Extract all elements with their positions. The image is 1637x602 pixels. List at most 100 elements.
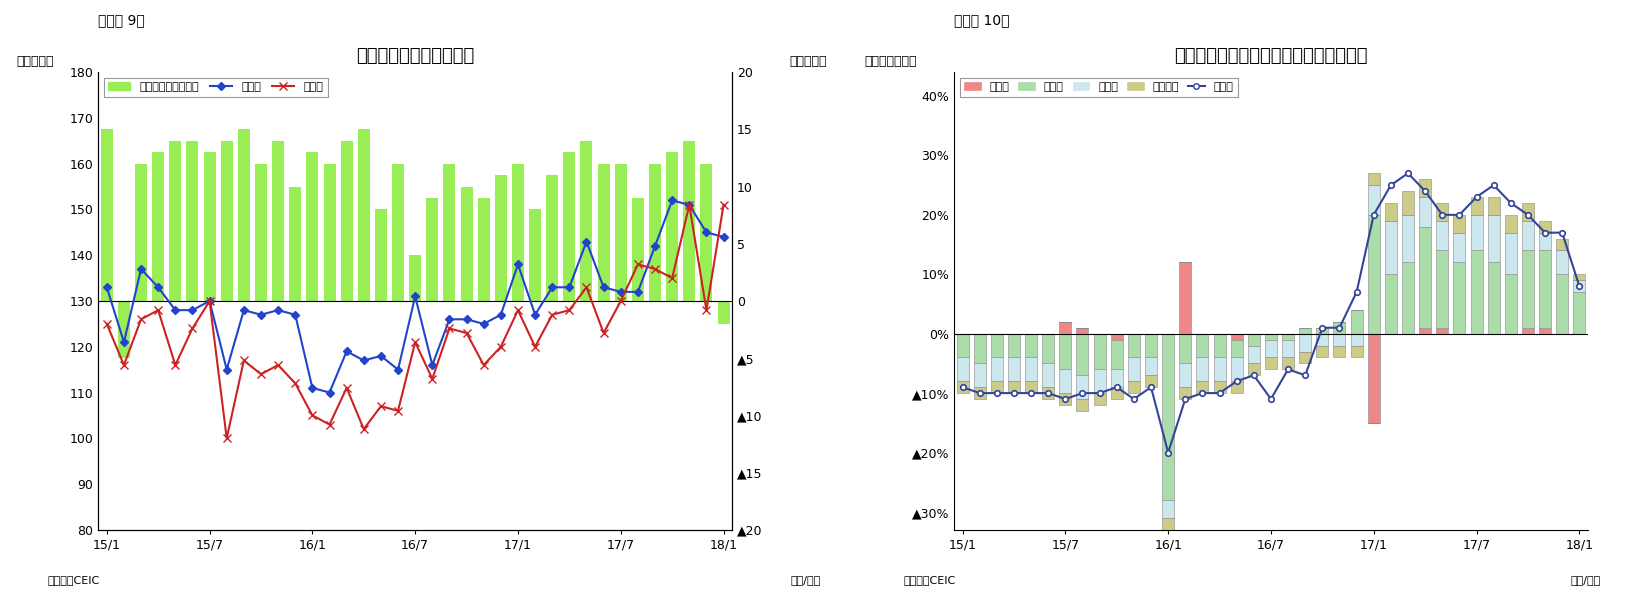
Bar (1401, 262, 1414, 334)
Bar (1162, 518, 1174, 530)
Bar (1162, 334, 1174, 500)
Bar (203, 152, 216, 301)
Bar (990, 358, 1003, 381)
Bar (1334, 334, 1346, 346)
Bar (1385, 203, 1396, 221)
Bar (1282, 340, 1295, 358)
Bar (1059, 370, 1071, 393)
Bar (1316, 346, 1328, 358)
Bar (1282, 358, 1295, 370)
Bar (1300, 327, 1311, 334)
Bar (1128, 334, 1139, 358)
Bar (1043, 334, 1054, 364)
Bar (272, 141, 285, 301)
Bar (1316, 327, 1328, 334)
Bar (152, 152, 164, 301)
Bar (1094, 393, 1105, 405)
Bar (1369, 185, 1380, 215)
Bar (581, 141, 593, 301)
Bar (255, 164, 267, 301)
Legend: 農産品, 製造品, 鉱業品, 石油ガス, 輸出額: 農産品, 製造品, 鉱業品, 石油ガス, 輸出額 (959, 78, 1238, 97)
Bar (1401, 215, 1414, 262)
Bar (563, 152, 575, 301)
Bar (1247, 334, 1260, 346)
Bar (1231, 334, 1242, 340)
Bar (1265, 334, 1277, 340)
Bar (974, 387, 985, 399)
Bar (1470, 250, 1483, 334)
Bar (1213, 358, 1226, 381)
Bar (1573, 275, 1585, 280)
Bar (1025, 358, 1038, 381)
Bar (1265, 340, 1277, 358)
Bar (1231, 358, 1242, 381)
Bar (956, 358, 969, 381)
Bar (169, 141, 182, 301)
Bar (1369, 173, 1380, 185)
Bar (701, 164, 712, 301)
Bar (1454, 232, 1465, 262)
Bar (529, 209, 542, 301)
Bar (478, 198, 489, 301)
Bar (1419, 227, 1431, 327)
Text: （資料）CEIC: （資料）CEIC (47, 576, 100, 586)
Bar (1059, 334, 1071, 370)
Bar (1197, 358, 1208, 381)
Bar (1334, 322, 1346, 334)
Bar (1043, 387, 1054, 399)
Bar (1504, 232, 1517, 275)
Bar (990, 334, 1003, 358)
Bar (1231, 340, 1242, 358)
Bar (426, 198, 439, 301)
Bar (1008, 334, 1020, 358)
Bar (1488, 215, 1499, 262)
Bar (1504, 215, 1517, 232)
Bar (1077, 375, 1089, 399)
Bar (666, 152, 678, 301)
Bar (1197, 334, 1208, 358)
Bar (1231, 381, 1242, 393)
Bar (598, 164, 609, 301)
Bar (1334, 346, 1346, 358)
Bar (1351, 346, 1362, 358)
Bar (956, 334, 969, 358)
Bar (1300, 352, 1311, 364)
Bar (1488, 262, 1499, 334)
Bar (1436, 327, 1449, 334)
Bar (1282, 334, 1295, 340)
Bar (1385, 221, 1396, 275)
Bar (974, 334, 985, 364)
Bar (324, 164, 336, 301)
Bar (1522, 327, 1534, 334)
Bar (1454, 215, 1465, 232)
Bar (1436, 221, 1449, 250)
Bar (632, 198, 643, 301)
Bar (375, 209, 386, 301)
Bar (956, 381, 969, 393)
Bar (1300, 334, 1311, 352)
Bar (1112, 370, 1123, 387)
Bar (1573, 280, 1585, 292)
Bar (1351, 310, 1362, 334)
Bar (683, 141, 696, 301)
Bar (1351, 334, 1362, 346)
Text: （資料）CEIC: （資料）CEIC (904, 576, 956, 586)
Bar (1385, 275, 1396, 334)
Text: （年/月）: （年/月） (1570, 576, 1601, 586)
Bar (1522, 250, 1534, 327)
Bar (306, 152, 318, 301)
Bar (990, 381, 1003, 393)
Bar (187, 141, 198, 301)
Bar (101, 129, 113, 301)
Bar (1162, 500, 1174, 518)
Bar (974, 364, 985, 387)
Bar (290, 187, 301, 301)
Bar (1454, 262, 1465, 334)
Bar (1077, 334, 1089, 375)
Bar (1436, 203, 1449, 221)
Text: （図表 10）: （図表 10） (954, 13, 1010, 26)
Bar (616, 164, 627, 301)
Bar (136, 164, 147, 301)
Bar (409, 255, 421, 301)
Bar (1144, 375, 1157, 387)
